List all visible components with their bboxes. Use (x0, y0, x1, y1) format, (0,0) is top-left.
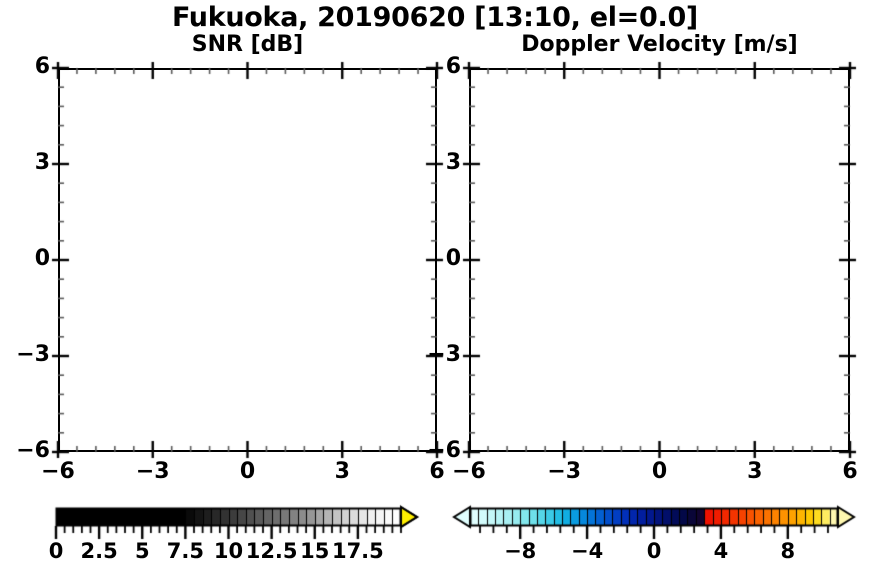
snr-colorbar-tick-label: 0 (48, 539, 64, 563)
vel-colorbar-tick-label: −4 (570, 539, 604, 563)
velocity-panel-title: Doppler Velocity [m/s] (521, 32, 798, 57)
vel-x-tick-label: 6 (842, 459, 858, 484)
snr-y-tick-label: 3 (34, 150, 50, 175)
velocity-colorbar (446, 504, 862, 548)
snr-axis-ticks (44, 54, 451, 466)
vel-colorbar-tick-label: 8 (780, 539, 796, 563)
snr-x-tick-label: −6 (41, 459, 75, 484)
snr-colorbar-tick-label: 5 (134, 539, 150, 563)
velocity-axis-ticks (455, 54, 864, 466)
snr-panel-title: SNR [dB] (191, 32, 304, 57)
snr-colorbar-tick-label: 17.5 (331, 539, 384, 563)
vel-x-tick-label: −6 (452, 459, 486, 484)
snr-colorbar-tick-label: 15 (300, 539, 330, 563)
snr-colorbar-tick-label: 10 (213, 539, 244, 563)
vel-y-tick-label: 3 (445, 150, 461, 175)
vel-x-tick-label: −3 (547, 459, 582, 484)
vel-y-tick-label: 0 (445, 246, 461, 271)
vel-colorbar-tick-label: −8 (504, 539, 537, 563)
snr-y-tick-label: 6 (34, 54, 50, 79)
snr-colorbar-tick-label: 12.5 (245, 539, 298, 563)
snr-x-tick-label: 6 (429, 459, 445, 484)
vel-y-tick-label: −6 (427, 438, 461, 463)
snr-y-tick-label: 0 (34, 246, 50, 271)
snr-colorbar-tick-label: 7.5 (166, 539, 204, 563)
snr-colorbar (32, 504, 425, 548)
snr-x-tick-label: −3 (135, 459, 170, 484)
vel-x-tick-label: 3 (747, 459, 763, 484)
page-title: Fukuoka, 20190620 [13:10, el=0.0] (172, 2, 698, 33)
snr-y-tick-label: −3 (16, 342, 50, 367)
vel-colorbar-tick-label: 4 (713, 539, 729, 563)
snr-y-tick-label: −6 (16, 438, 50, 463)
snr-colorbar-tick-label: 2.5 (80, 539, 118, 563)
vel-colorbar-tick-label: 0 (646, 539, 662, 563)
vel-y-tick-label: 6 (445, 54, 461, 79)
snr-x-tick-label: 0 (239, 459, 256, 484)
snr-x-tick-label: 3 (334, 459, 350, 484)
vel-y-tick-label: −3 (427, 342, 461, 367)
vel-x-tick-label: 0 (651, 459, 668, 484)
